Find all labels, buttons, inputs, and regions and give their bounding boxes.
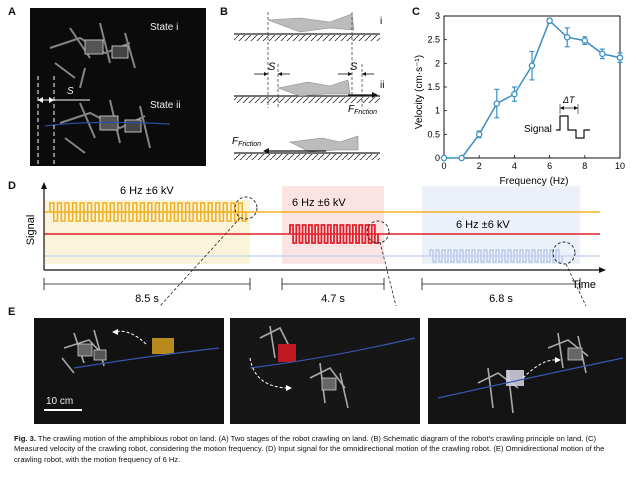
x-tick-label: 4 [512,161,517,171]
panel-letter-e: E [8,306,16,318]
segment-1-label: 6 Hz ±6 kV [120,185,174,197]
data-point [546,17,553,24]
panel-letter-a: A [8,6,16,18]
label-i: i [380,16,382,27]
segment-2-label: 6 Hz ±6 kV [292,197,346,209]
figure-caption: Fig. 3. The crawling motion of the amphi… [14,434,626,465]
x-tick-label: 10 [615,161,625,171]
y-tick-label: 2 [435,58,440,68]
distance-s-label: S [67,86,74,97]
friction-right-f: F [348,104,355,115]
caption-text: The crawling motion of the amphibious ro… [14,434,605,464]
panel-a-photo: State i State ii S [30,8,206,166]
robot-photo-1 [44,329,220,411]
label-s2: S [350,61,358,73]
robot-photo-3 [437,332,624,414]
plot-frame [443,15,621,159]
y-tick-label: 1.5 [427,82,440,92]
data-point [440,154,448,162]
data-point [563,34,571,41]
y-tick-label: 1 [435,106,440,116]
panel-e-photo-2 [230,318,420,424]
segment-1-duration: 8.5 s [135,293,159,305]
y-tick-label: 3 [435,11,440,21]
velocity-series-line [444,19,621,159]
panel-letter-d: D [8,180,16,192]
x-tick-label: 8 [582,161,587,171]
panel-b-schematic: i ii S S FFriction FFriction [232,12,384,160]
segment-2-duration: 4.7 s [321,293,345,305]
state-ii-label: State ii [150,100,181,111]
delta-t-label: ΔT [562,95,576,105]
blue-square-wave [429,249,563,263]
panel-letter-c: C [412,6,420,18]
data-point [475,131,483,138]
scale-bar-label: 10 cm [46,396,74,407]
friction-right-sub: Friction [354,109,377,116]
panel-letter-b: B [220,6,228,18]
d-ylabel: Signal [25,215,37,246]
yellow-square-wave [49,202,247,222]
data-point [581,37,589,44]
panel-d-signal: Signal Time 6 Hz ±6 kV 6 Hz ±6 kV 6 Hz ±… [25,182,606,306]
robot-crawl-photo [37,22,171,166]
y-tick-label: 0 [435,153,440,163]
friction-left-sub: Friction [238,141,261,148]
data-point [458,154,465,162]
y-axis-label: Velocity (cm·s⁻¹) [414,55,425,129]
data-point [599,50,606,58]
label-s1: S [268,61,276,73]
d-xlabel: Time [572,279,596,291]
x-tick-label: 2 [477,161,482,171]
label-ii: ii [380,80,384,91]
data-point [511,90,518,98]
panel-e-photo-1: 10 cm [34,318,224,424]
signal-inset-label: Signal [524,124,552,135]
x-tick-label: 0 [441,161,446,171]
square-wave-path [49,202,247,222]
velocity-frequency-chart: 0 2 4 6 8 10 0 0.5 1 1.5 2 2.5 3 Frequency (Hz) Velo… [414,11,625,186]
data-point [528,62,536,69]
square-wave-path [429,249,563,263]
panel-e-photo-3 [428,318,626,424]
data-point [493,100,501,107]
robot-photo-2 [249,325,416,409]
y-tick-label: 2.5 [427,35,440,45]
friction-left-label: FFriction [232,136,261,148]
caption-fig-label: Fig. 3. [14,434,36,443]
square-wave-path [289,224,379,244]
data-point [616,54,624,61]
friction-right-label: FFriction [348,104,377,116]
y-tick-label: 0.5 [427,129,440,139]
segment-3-label: 6 Hz ±6 kV [456,219,510,231]
x-axis-label: Frequency (Hz) [500,176,569,186]
state-i-label: State i [150,22,179,33]
signal-inset: Signal ΔT [524,95,590,139]
x-tick-label: 6 [547,161,552,171]
red-square-wave [289,224,379,244]
friction-left-f: F [232,136,239,147]
segment-3-duration: 6.8 s [489,293,513,305]
